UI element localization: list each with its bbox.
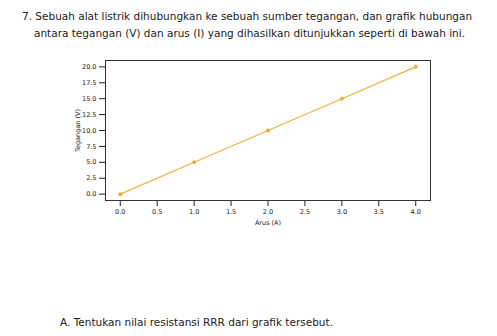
svg-text:10.0: 10.0: [82, 127, 96, 135]
svg-text:17.5: 17.5: [82, 79, 96, 87]
svg-text:20.0: 20.0: [82, 63, 96, 71]
svg-text:1.5: 1.5: [226, 208, 236, 216]
html-text:A. Tentukan nilai resistansi R: A. Tentukan nilai resistansi RRR dari gr…: [60, 316, 333, 328]
svg-text:4.0: 4.0: [411, 208, 421, 216]
html-text:7. Sebuah alat listrik dihubun: 7. Sebuah alat listrik dihubungkan ke se…: [22, 10, 473, 22]
svg-text:15.0: 15.0: [82, 95, 96, 103]
svg-text:2.0: 2.0: [263, 208, 273, 216]
svg-text:Arus (A): Arus (A): [255, 219, 281, 227]
svg-text:3.5: 3.5: [374, 208, 384, 216]
svg-text:0.0: 0.0: [86, 190, 96, 198]
svg-text:12.5: 12.5: [82, 111, 96, 119]
html-text:antara tegangan (V) dan arus (: antara tegangan (V) dan arus (I) yang di…: [34, 27, 465, 39]
svg-text:0.0: 0.0: [115, 208, 125, 216]
svg-text:0.5: 0.5: [152, 208, 162, 216]
svg-text:2.5: 2.5: [300, 208, 310, 216]
svg-text:5.0: 5.0: [86, 158, 96, 166]
svg-text:Tegangan (V): Tegangan (V): [74, 109, 82, 153]
svg-text:1.0: 1.0: [189, 208, 199, 216]
svg-text:2.5: 2.5: [86, 174, 96, 182]
svg-text:7.5: 7.5: [86, 142, 96, 150]
svg-text:3.0: 3.0: [337, 208, 347, 216]
